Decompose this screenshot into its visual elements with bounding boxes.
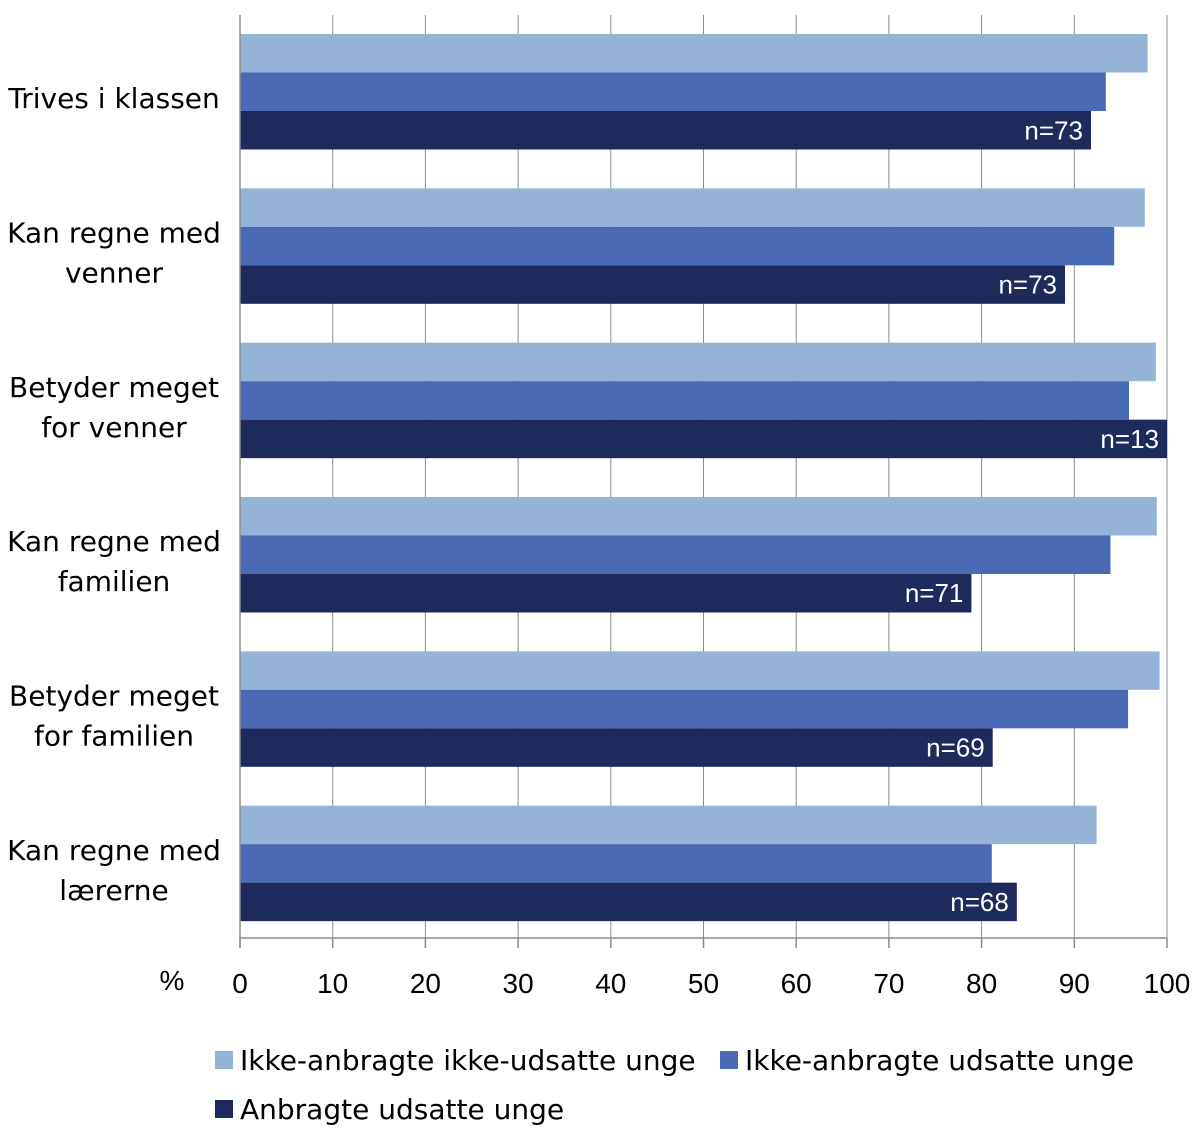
bar-annotation: n=69 (926, 733, 985, 763)
bar (240, 651, 1160, 690)
tick-label: 70 (873, 968, 904, 999)
bar (240, 265, 1066, 304)
category-label: Betyder meget (9, 371, 219, 404)
bar (240, 573, 972, 613)
legend-swatch (215, 1100, 233, 1118)
legend-swatch (720, 1051, 738, 1069)
category-labels: Trives i klassen Kan regne med venner Betyd… (7, 82, 221, 907)
bars: n=73 n=73 n=13 n=71 n=69 n=68 (240, 34, 1167, 922)
tick-label: 0 (232, 968, 248, 999)
legend-entry: Ikke-anbragte ikke-udsatte unge (240, 1044, 696, 1077)
bar-annotation: n=13 (1100, 424, 1159, 454)
legend-entry: Anbragte udsatte unge (240, 1093, 564, 1126)
tick-label: 40 (595, 968, 626, 999)
tick-label: 80 (966, 968, 997, 999)
bar-annotation: n=71 (905, 578, 964, 608)
bar (240, 882, 1017, 922)
legend-swatch (215, 1051, 233, 1069)
bar (240, 805, 1097, 845)
x-axis-label: % (160, 965, 185, 996)
category-label: lærerne (59, 874, 168, 907)
category-label: for familien (34, 719, 194, 752)
category-label: Trives i klassen (7, 82, 220, 115)
tick-label: 100 (1144, 968, 1191, 999)
legend: Ikke-anbragte ikke-udsatte unge Ikke-anbr… (215, 1044, 1134, 1126)
category-label: Kan regne med (7, 525, 221, 558)
bar (240, 188, 1145, 227)
tick-label: 20 (410, 968, 441, 999)
category-label: venner (65, 256, 164, 289)
category-label: familien (58, 565, 171, 598)
bar-annotation: n=73 (998, 270, 1057, 300)
legend-entry: Ikke-anbragte udsatte unge (745, 1044, 1134, 1077)
bar (240, 342, 1156, 382)
category-label: Kan regne med (7, 834, 221, 867)
bar (240, 419, 1167, 459)
bar (240, 72, 1106, 111)
bar (240, 111, 1091, 150)
tick-label: 30 (503, 968, 534, 999)
tick-label: 50 (688, 968, 719, 999)
tick-label: 90 (1059, 968, 1090, 999)
bar (240, 689, 1129, 729)
bar-annotation: n=73 (1024, 115, 1083, 145)
bar (240, 728, 993, 767)
category-label: for venner (41, 411, 187, 444)
category-label: Betyder meget (9, 679, 219, 712)
bar-annotation: n=68 (950, 887, 1009, 917)
bar (240, 381, 1129, 420)
tick-label: 60 (781, 968, 812, 999)
x-axis: 0 10 20 30 40 50 60 70 80 90 100% (160, 15, 1191, 999)
bar (240, 496, 1157, 536)
category-label: Kan regne med (7, 216, 221, 249)
bar (240, 226, 1115, 266)
bar (240, 34, 1148, 73)
gridlines (332, 15, 1168, 938)
bar (240, 844, 992, 883)
bar (240, 535, 1111, 574)
tick-label: 10 (317, 968, 348, 999)
